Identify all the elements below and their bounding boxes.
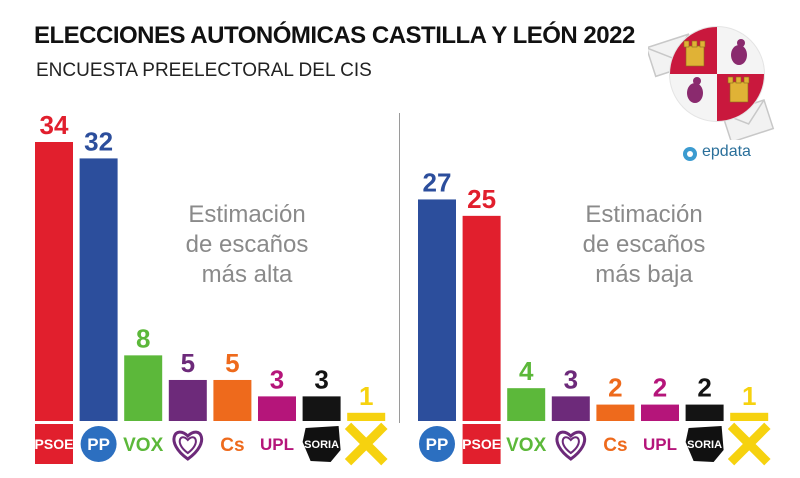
vox-logo-icon: VOX (506, 435, 546, 456)
upl-logo-icon: UPL (260, 435, 294, 454)
castilla-leon-emblem-icon (648, 26, 775, 140)
por-avila-cross-icon (344, 422, 388, 466)
logo-label: UPL (643, 435, 677, 454)
chart-annotation-line: de escaños (583, 231, 706, 258)
data-label: 32 (84, 126, 113, 156)
bar-vox (507, 388, 546, 421)
bar-upl (258, 396, 296, 421)
podemos-heart-icon (172, 430, 204, 461)
chart-annotation-line: Estimación (188, 201, 305, 228)
data-label: 3 (270, 364, 284, 394)
bar-psoe (35, 142, 73, 421)
logo-label: SORIA (687, 439, 722, 451)
bar-podemos (168, 379, 207, 421)
logo-label: PSOE (462, 436, 501, 452)
soria-logo-icon: SORIA (685, 426, 724, 462)
por-avila-cross-icon (727, 422, 771, 466)
bar-cs (213, 379, 252, 421)
data-label: 5 (181, 348, 195, 378)
cs-logo-icon: Cs (220, 435, 244, 456)
psoe-logo-icon: PSOE (35, 424, 74, 464)
data-label: 25 (467, 184, 496, 214)
data-label: 3 (314, 364, 328, 394)
bar-psoe (462, 215, 501, 421)
chart-annotation-line: de escaños (186, 231, 309, 258)
chart-annotation-line: más alta (202, 261, 293, 288)
data-label: 5 (225, 348, 239, 378)
logo-label: VOX (123, 435, 163, 456)
pp-logo-icon: PP (80, 426, 117, 462)
logo-label: SORIA (304, 439, 339, 451)
logo-label: PP (426, 435, 449, 454)
bar-vox (124, 355, 163, 421)
logo-label: Cs (603, 435, 627, 456)
logo-label: UPL (260, 435, 294, 454)
upl-logo-icon: UPL (643, 435, 677, 454)
data-label: 8 (136, 323, 150, 353)
bar-upl (641, 404, 679, 421)
bar-cs (596, 404, 635, 421)
page-title: ELECCIONES AUTONÓMICAS CASTILLA Y LEÓN 2… (34, 22, 635, 49)
data-label: 4 (519, 356, 534, 386)
cs-logo-icon: Cs (603, 435, 627, 456)
bar-soria (302, 396, 341, 421)
logo-label: VOX (506, 435, 546, 456)
data-label: 1 (742, 381, 756, 411)
data-label: 34 (40, 110, 69, 140)
bar-por-vila (730, 412, 769, 421)
epdata-logo-icon (683, 147, 697, 161)
vox-logo-icon: VOX (123, 435, 163, 456)
bar-pp (79, 158, 118, 422)
podemos-heart-icon (555, 430, 587, 461)
psoe-logo-icon: PSOE (462, 424, 501, 464)
chart-annotation-line: más baja (595, 261, 693, 288)
bar-podemos (551, 396, 590, 421)
logo-label: PP (87, 435, 110, 454)
soria-logo-icon: SORIA (302, 426, 341, 462)
page-subtitle: ENCUESTA PREELECTORAL DEL CIS (36, 60, 372, 81)
data-label: 2 (608, 373, 622, 403)
data-label: 1 (359, 381, 373, 411)
panel-divider (399, 113, 400, 423)
data-label: 2 (697, 373, 711, 403)
data-label: 2 (653, 373, 667, 403)
bar-soria (685, 404, 724, 421)
data-label: 3 (564, 364, 578, 394)
chart-panel-1: 34 PSOE 32 PP 8 VOX 5 5 Cs 3 UPL 3 SORIA 1 Estimación d… (35, 110, 388, 466)
pp-logo-icon: PP (419, 426, 455, 462)
chart-annotation-line: Estimación (585, 201, 702, 228)
logo-label: Cs (220, 435, 244, 456)
bar-por-vila (347, 412, 386, 421)
logo-label: PSOE (35, 436, 74, 452)
bar-pp (418, 199, 456, 421)
brand-name: epdata (702, 143, 751, 160)
data-label: 27 (423, 167, 452, 197)
